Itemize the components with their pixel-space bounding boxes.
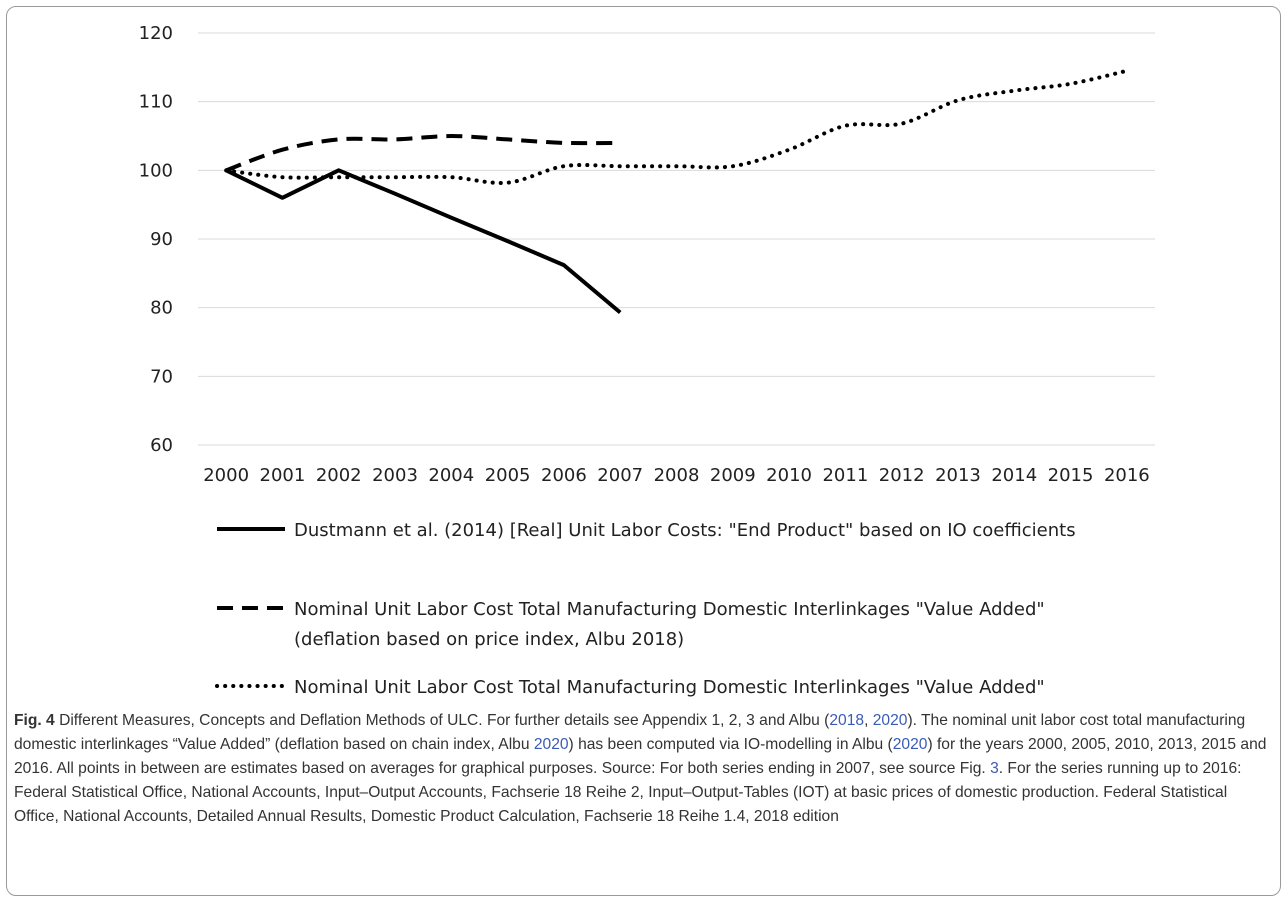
- legend-label: Nominal Unit Labor Cost Total Manufactur…: [294, 677, 1045, 698]
- x-tick-label: 2015: [1048, 465, 1094, 486]
- x-tick-label: 2002: [316, 465, 362, 486]
- legend-label: (deflation based on price index, Albu 20…: [294, 629, 684, 650]
- x-tick-label: 2008: [654, 465, 700, 486]
- figure-caption: Fig. 4 Different Measures, Concepts and …: [14, 709, 1272, 829]
- x-tick-label: 2001: [260, 465, 306, 486]
- x-tick-label: 2007: [597, 465, 643, 486]
- y-tick-label: 100: [139, 160, 173, 181]
- y-tick-label: 110: [139, 92, 173, 113]
- x-tick-label: 2009: [710, 465, 756, 486]
- gridlines: [198, 32, 1155, 446]
- y-tick-label: 70: [150, 366, 173, 387]
- y-tick-label: 90: [150, 229, 173, 250]
- x-axis-ticks: 2000 2001 2002 2003 2004 2005 2006 2007 2008 2009…: [203, 465, 1150, 486]
- x-tick-label: 2000: [203, 465, 249, 486]
- series-lines: [224, 68, 1129, 315]
- caption-text-segment: . For the series running up to 2016: Fed…: [14, 760, 1242, 825]
- x-tick-label: 2016: [1104, 465, 1150, 486]
- y-tick-label: 60: [150, 435, 173, 456]
- y-tick-label: 80: [150, 298, 173, 319]
- caption-reference-link[interactable]: 2020: [872, 712, 908, 729]
- y-tick-label: 120: [139, 23, 173, 44]
- caption-reference-link[interactable]: 2020: [892, 736, 928, 753]
- series-line-solid: [225, 168, 622, 315]
- x-tick-label: 2006: [541, 465, 587, 486]
- caption-text-segment: ) has been computed via IO-modelling in …: [568, 736, 893, 753]
- x-tick-label: 2010: [766, 465, 812, 486]
- x-tick-label: 2003: [372, 465, 418, 486]
- caption-label: Fig. 4: [14, 712, 55, 729]
- caption-text-segment: Different Measures, Concepts and Deflati…: [54, 712, 830, 729]
- legend: Dustmann et al. (2014) [Real] Unit Labor…: [215, 520, 1076, 698]
- caption-text-segment: ,: [864, 712, 873, 729]
- x-tick-label: 2005: [485, 465, 531, 486]
- caption-text-segment: ). The nominal unit labor cost total man…: [14, 712, 1246, 753]
- caption-reference-link[interactable]: 2020: [533, 736, 569, 753]
- series-line-dotted: [224, 68, 1129, 186]
- x-tick-label: 2013: [935, 465, 981, 486]
- legend-label: Nominal Unit Labor Cost Total Manufactur…: [294, 599, 1045, 620]
- caption-reference-link[interactable]: 3: [990, 760, 999, 777]
- figure-frame: [6, 6, 1281, 896]
- y-axis-ticks: 60 70 80 90 100 110 120: [139, 23, 173, 456]
- legend-label: Dustmann et al. (2014) [Real] Unit Labor…: [294, 520, 1076, 541]
- x-tick-label: 2014: [991, 465, 1037, 486]
- caption-text: Different Measures, Concepts and Deflati…: [14, 712, 1266, 825]
- caption-reference-link[interactable]: 2018: [829, 712, 865, 729]
- x-tick-label: 2004: [428, 465, 474, 486]
- series-line-dashed: [225, 134, 621, 173]
- x-tick-label: 2011: [822, 465, 868, 486]
- x-tick-label: 2012: [879, 465, 925, 486]
- caption-text-segment: ) for the years 2000, 2005, 2010, 2013, …: [14, 736, 1267, 777]
